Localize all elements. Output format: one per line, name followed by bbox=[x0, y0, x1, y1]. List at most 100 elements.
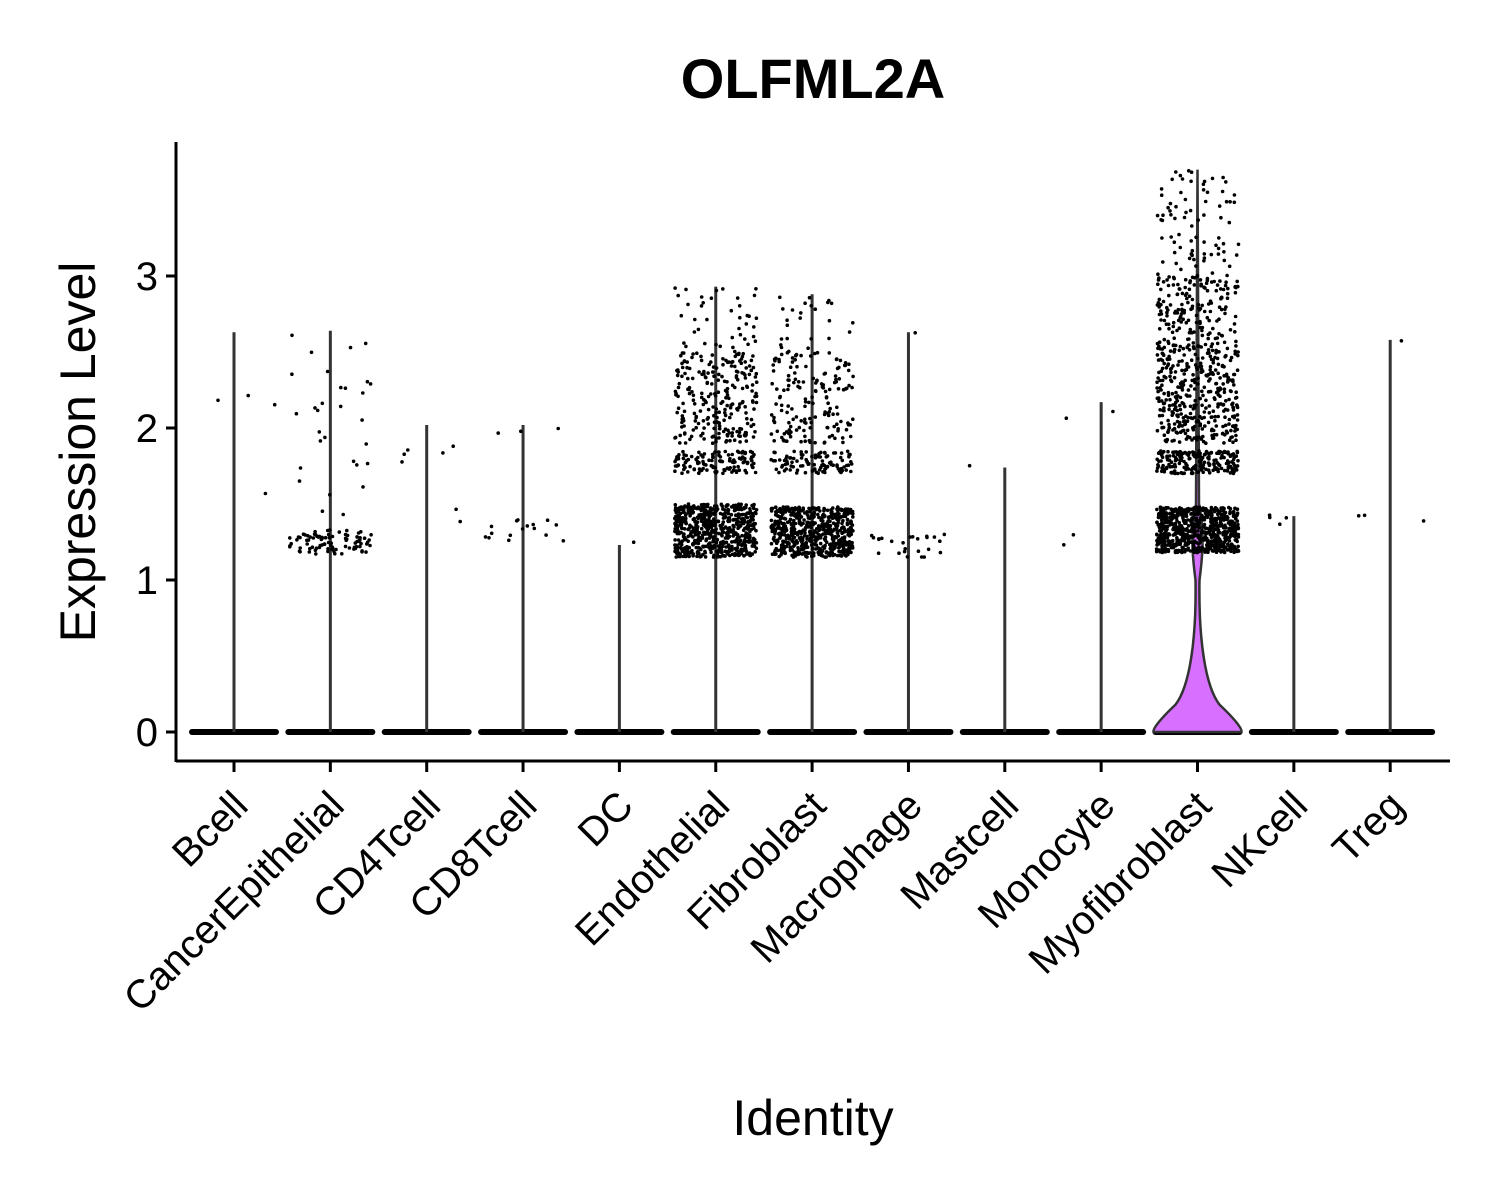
data-point bbox=[678, 511, 683, 516]
data-point bbox=[750, 552, 755, 556]
data-point bbox=[682, 510, 686, 515]
data-point bbox=[690, 390, 694, 394]
data-point bbox=[1216, 512, 1220, 516]
data-point bbox=[1178, 245, 1183, 250]
data-point bbox=[1197, 520, 1202, 525]
data-point bbox=[1188, 411, 1193, 416]
data-point bbox=[829, 510, 833, 515]
data-point bbox=[1157, 450, 1162, 455]
data-point bbox=[719, 502, 724, 507]
data-point bbox=[792, 518, 796, 523]
data-point bbox=[824, 550, 829, 554]
data-point bbox=[1215, 341, 1220, 346]
data-point bbox=[343, 536, 348, 541]
data-point bbox=[835, 412, 840, 416]
data-point bbox=[290, 372, 294, 377]
data-point bbox=[1167, 422, 1171, 427]
data-point bbox=[1226, 542, 1230, 546]
data-point bbox=[786, 505, 790, 510]
data-point bbox=[728, 438, 732, 443]
data-point bbox=[723, 407, 727, 412]
data-point bbox=[1160, 358, 1165, 363]
data-point bbox=[880, 536, 884, 541]
data-point bbox=[1167, 425, 1172, 430]
data-point bbox=[1229, 542, 1234, 546]
data-point bbox=[1224, 534, 1228, 539]
data-point bbox=[735, 377, 740, 382]
data-point bbox=[1199, 457, 1204, 462]
data-point bbox=[714, 504, 719, 509]
data-point bbox=[1183, 368, 1187, 373]
data-point bbox=[849, 469, 853, 474]
data-point bbox=[737, 507, 741, 512]
data-point bbox=[1231, 471, 1236, 476]
data-point bbox=[1174, 457, 1178, 461]
data-point bbox=[683, 513, 688, 517]
data-point bbox=[1170, 391, 1175, 396]
data-point bbox=[1164, 366, 1169, 370]
data-point bbox=[1215, 461, 1219, 465]
data-point bbox=[1160, 520, 1164, 525]
data-point bbox=[1212, 538, 1217, 542]
data-point bbox=[1232, 322, 1237, 326]
data-point bbox=[1176, 307, 1181, 312]
data-point bbox=[681, 351, 686, 355]
data-point bbox=[1174, 543, 1179, 547]
data-point bbox=[1236, 458, 1240, 463]
data-point bbox=[1173, 311, 1177, 315]
data-point bbox=[839, 451, 844, 455]
data-point bbox=[1196, 529, 1200, 533]
data-point bbox=[1207, 471, 1212, 475]
data-point bbox=[1178, 403, 1182, 408]
data-point bbox=[1225, 548, 1230, 552]
data-point bbox=[1225, 291, 1230, 296]
data-point bbox=[1219, 215, 1223, 220]
data-point bbox=[850, 509, 855, 514]
data-point bbox=[808, 354, 813, 358]
data-point bbox=[673, 508, 678, 512]
data-point bbox=[724, 440, 728, 444]
data-point bbox=[1190, 224, 1194, 228]
data-point bbox=[1182, 471, 1186, 476]
data-point bbox=[323, 435, 327, 440]
data-point bbox=[814, 389, 818, 394]
data-point bbox=[813, 351, 817, 356]
data-point bbox=[752, 540, 756, 545]
data-point bbox=[694, 524, 699, 528]
data-point bbox=[532, 526, 537, 531]
data-point bbox=[1171, 275, 1176, 280]
y-axis-title: Expression Level bbox=[50, 262, 106, 643]
data-point bbox=[1223, 423, 1228, 428]
data-point bbox=[691, 393, 696, 398]
data-point bbox=[815, 350, 820, 355]
data-point bbox=[752, 526, 756, 531]
data-point bbox=[844, 468, 848, 472]
data-point bbox=[804, 421, 808, 425]
data-point bbox=[808, 416, 812, 421]
data-point bbox=[797, 529, 802, 534]
data-point bbox=[680, 420, 684, 425]
data-point bbox=[1163, 546, 1168, 551]
data-point bbox=[747, 364, 752, 368]
data-point bbox=[816, 506, 821, 510]
data-point bbox=[711, 365, 716, 369]
data-point bbox=[790, 308, 795, 312]
data-point bbox=[1220, 189, 1225, 194]
data-point bbox=[1165, 524, 1170, 529]
data-point bbox=[676, 463, 680, 468]
data-point bbox=[1224, 199, 1229, 204]
data-point bbox=[246, 393, 250, 398]
data-point bbox=[932, 535, 937, 539]
data-point bbox=[790, 460, 794, 465]
data-point bbox=[1183, 431, 1188, 436]
data-point bbox=[715, 507, 720, 511]
data-point bbox=[694, 415, 698, 420]
data-point bbox=[686, 457, 691, 462]
data-point bbox=[693, 538, 697, 543]
data-point bbox=[682, 341, 686, 345]
data-point bbox=[832, 552, 837, 557]
data-point bbox=[1231, 424, 1236, 428]
data-point bbox=[328, 492, 332, 497]
data-point bbox=[1208, 309, 1213, 314]
data-point bbox=[747, 551, 752, 555]
